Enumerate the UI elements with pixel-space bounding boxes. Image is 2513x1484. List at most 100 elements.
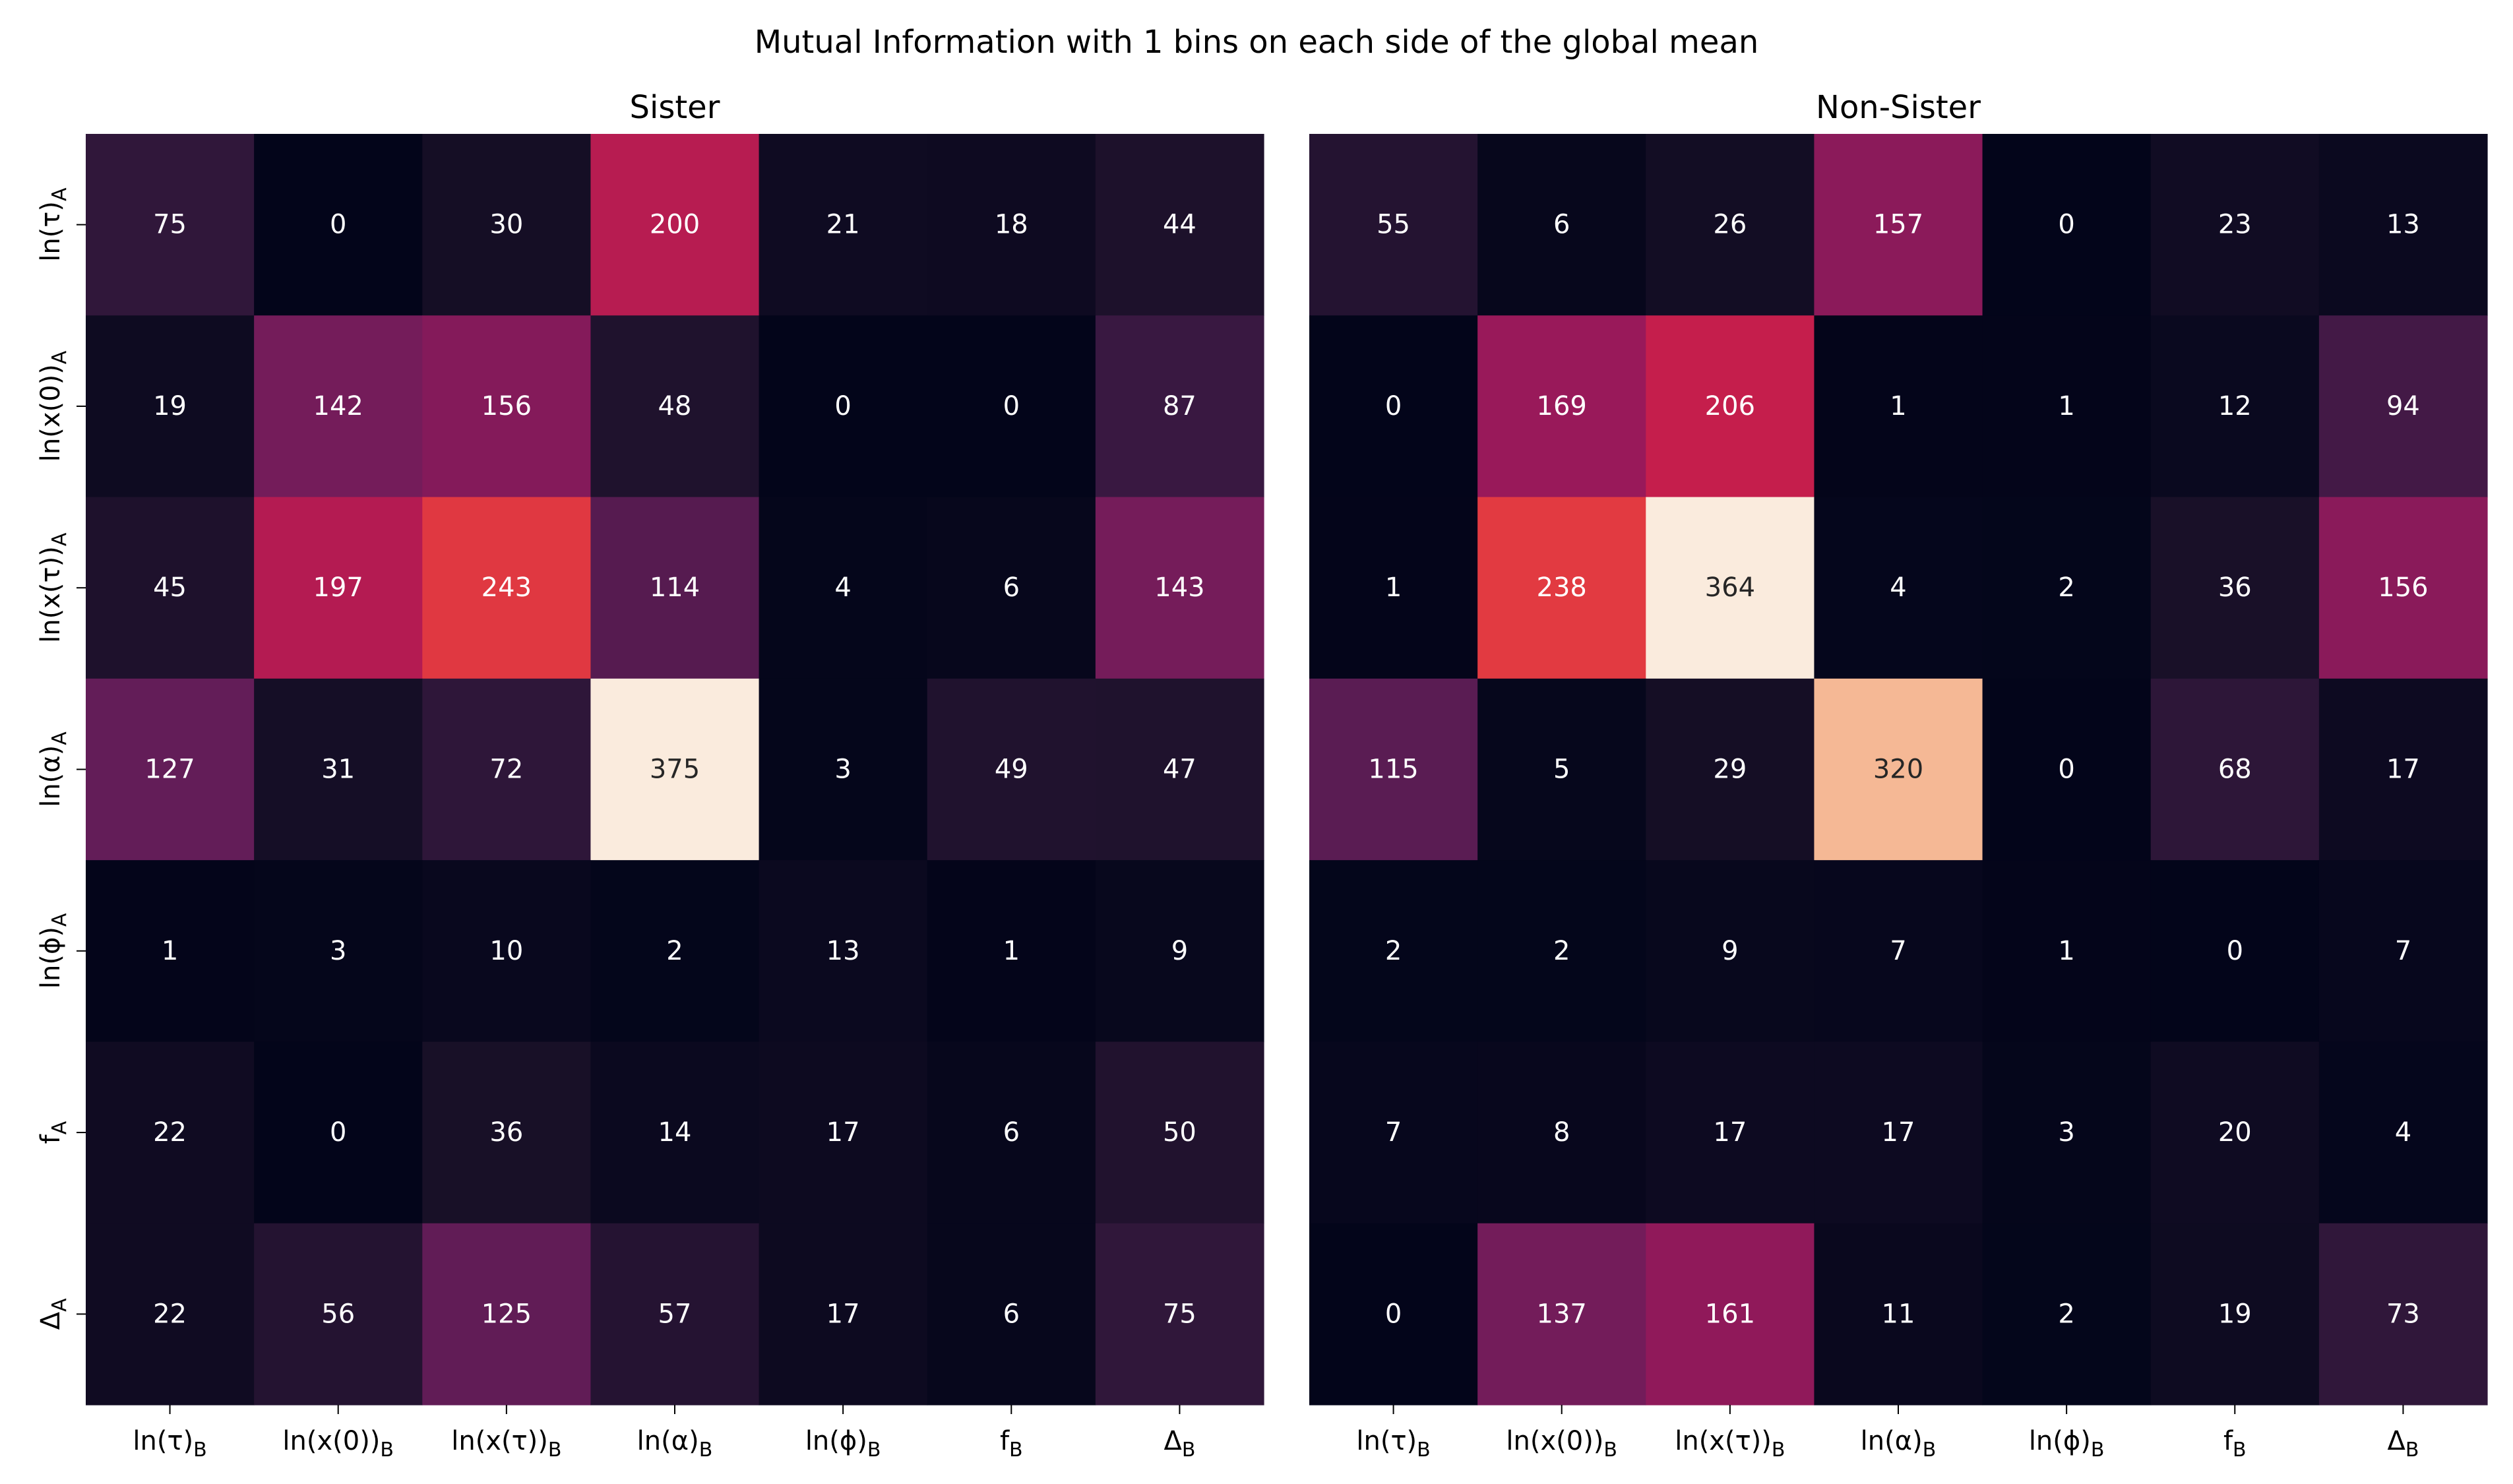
heatmap-cell (759, 315, 928, 498)
heatmap-cell (86, 315, 255, 498)
heatmap-cell (2150, 315, 2320, 498)
heatmap-cell (422, 678, 592, 861)
cell-value-label: 72 (489, 755, 523, 785)
cell-value-label: 0 (1385, 391, 1402, 421)
heatmap-cell (1814, 497, 1983, 679)
cell-value-label: 17 (2386, 755, 2420, 785)
cell-value-label: 0 (330, 210, 346, 240)
cell-value-label: 17 (826, 1299, 860, 1329)
cell-value-label: 17 (1882, 1117, 1915, 1148)
cell-value-label: 9 (1171, 936, 1188, 966)
heatmap-cell (590, 1041, 760, 1224)
y-tick-label: ln(ϕ)A (36, 913, 71, 989)
heatmap-cell (254, 315, 423, 498)
cell-value-label: 12 (2218, 391, 2252, 421)
cell-value-label: 375 (650, 755, 700, 785)
cell-value-label: 0 (2058, 210, 2074, 240)
heatmap-cell (590, 497, 760, 679)
heatmap-cell (1309, 134, 1478, 316)
heatmap-cell (927, 1041, 1096, 1224)
heatmap-cell (1095, 1041, 1264, 1224)
x-tick-label: ln(x(τ))B (451, 1426, 561, 1462)
heatmap-cell (1477, 860, 1646, 1043)
cell-value-label: 17 (826, 1117, 860, 1148)
cell-value-label: 364 (1705, 572, 1755, 603)
cell-value-label: 320 (1873, 755, 1923, 785)
cell-value-label: 13 (826, 936, 860, 966)
cell-value-label: 48 (658, 391, 692, 421)
cell-value-label: 8 (1553, 1117, 1570, 1148)
cell-value-label: 169 (1537, 391, 1587, 421)
heatmap-cell (759, 497, 928, 679)
cell-value-label: 3 (2058, 1117, 2074, 1148)
heatmap-cell (1477, 678, 1646, 861)
heatmap-cell (422, 497, 592, 679)
heatmap-cell (254, 134, 423, 316)
cell-value-label: 156 (2378, 572, 2428, 603)
heatmap-cell (254, 860, 423, 1043)
cell-value-label: 1 (162, 936, 178, 966)
cell-value-label: 68 (2218, 755, 2252, 785)
heatmap-cell (590, 678, 760, 861)
heatmap-cell (2150, 678, 2320, 861)
cell-value-label: 1 (1890, 391, 1906, 421)
x-tick-label: ln(τ)B (133, 1426, 206, 1462)
x-tick-label: ln(α)B (637, 1426, 713, 1462)
cell-value-label: 55 (1377, 210, 1410, 240)
cell-value-label: 4 (1890, 572, 1906, 603)
heatmap-cell (1814, 1041, 1983, 1224)
cell-value-label: 143 (1154, 572, 1204, 603)
cell-value-label: 243 (481, 572, 532, 603)
cell-value-label: 238 (1537, 572, 1587, 603)
cell-value-label: 5 (1553, 755, 1570, 785)
heatmap-cell (590, 315, 760, 498)
cell-value-label: 30 (489, 210, 523, 240)
cell-value-label: 6 (1003, 1299, 1020, 1329)
heatmap-cell (422, 134, 592, 316)
heatmap-cell (927, 315, 1096, 498)
cell-value-label: 47 (1163, 755, 1196, 785)
cell-value-label: 36 (2218, 572, 2252, 603)
cell-value-label: 7 (2395, 936, 2411, 966)
cell-value-label: 161 (1705, 1299, 1755, 1329)
heatmap-cell (1982, 1223, 2152, 1406)
heatmap-cell (2150, 860, 2320, 1043)
cell-value-label: 197 (313, 572, 363, 603)
heatmap-cell (1646, 134, 1815, 316)
cell-value-label: 2 (2058, 1299, 2074, 1329)
heatmap-cell (1477, 1041, 1646, 1224)
cell-value-label: 200 (650, 210, 700, 240)
cell-value-label: 0 (1385, 1299, 1402, 1329)
heatmap-cell (86, 497, 255, 679)
cell-value-label: 1 (1003, 936, 1020, 966)
heatmap-cell (1095, 497, 1264, 679)
heatmap-cell (927, 1223, 1096, 1406)
heatmap-cell (1814, 678, 1983, 861)
heatmap-cell (1095, 315, 1264, 498)
cell-value-label: 21 (826, 210, 860, 240)
cell-value-label: 1 (2058, 391, 2074, 421)
heatmap-cell (927, 134, 1096, 316)
x-tick-label: ln(x(0))B (1506, 1426, 1617, 1462)
cell-value-label: 4 (834, 572, 851, 603)
heatmap-cell (1646, 1223, 1815, 1406)
x-tick-label: ln(τ)B (1356, 1426, 1430, 1462)
cell-value-label: 22 (153, 1117, 187, 1148)
panel-title: Sister (630, 89, 720, 126)
cell-value-label: 7 (1890, 936, 1906, 966)
cell-value-label: 125 (481, 1299, 532, 1329)
heatmap-cell (1982, 315, 2152, 498)
heatmap-cell (927, 860, 1096, 1043)
heatmap-cell (1982, 497, 2152, 679)
heatmap-cell (590, 860, 760, 1043)
heatmap-cell (927, 678, 1096, 861)
heatmap-cell (86, 860, 255, 1043)
cell-value-label: 10 (489, 936, 523, 966)
cell-value-label: 13 (2386, 210, 2420, 240)
x-tick-label: fB (1000, 1426, 1023, 1462)
heatmap-cell (2318, 315, 2488, 498)
heatmap-cell (1477, 497, 1646, 679)
y-tick-label: fA (36, 1121, 71, 1144)
heatmap-cell (86, 1041, 255, 1224)
